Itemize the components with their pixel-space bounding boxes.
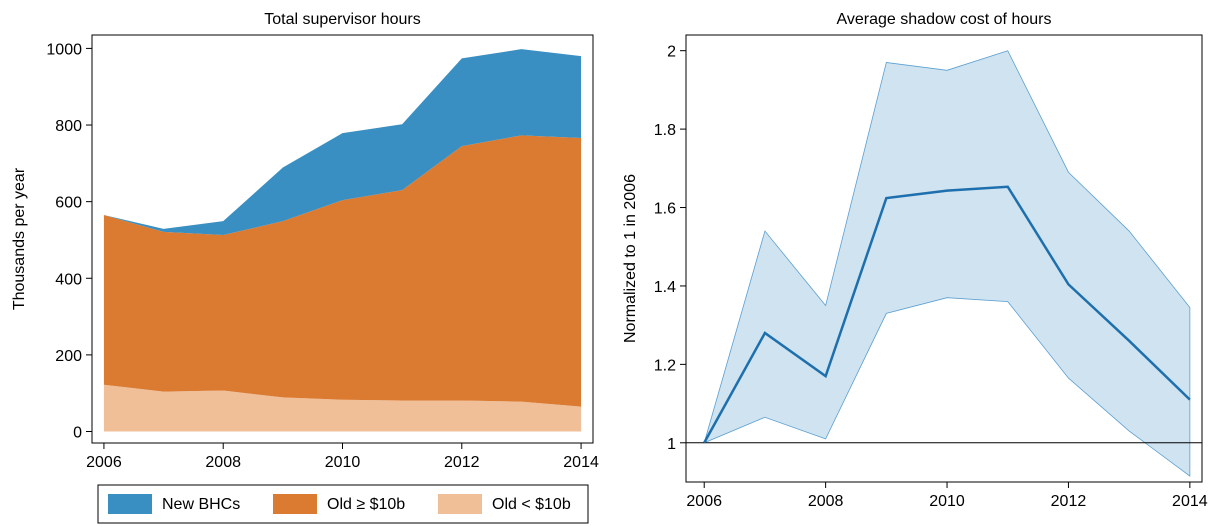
plot-frame xyxy=(685,34,1203,483)
y-tick-label: 2 xyxy=(667,44,676,61)
legend-label: Old ≥ $10b xyxy=(327,496,405,513)
y-tick-label: 1.6 xyxy=(654,201,676,218)
x-tick-label: 2008 xyxy=(808,493,844,510)
y-tick-label: 800 xyxy=(55,118,82,135)
x-tick-label: 2006 xyxy=(686,493,722,510)
legend-swatch xyxy=(108,494,152,514)
y-axis-title: Thousands per year xyxy=(11,167,28,310)
legend-swatch xyxy=(438,494,482,514)
x-tick-label: 2012 xyxy=(444,454,480,471)
legend-swatch xyxy=(273,494,317,514)
area xyxy=(103,384,582,432)
y-tick-label: 1 xyxy=(667,436,676,453)
x-tick-label: 2010 xyxy=(325,454,361,471)
chart-title: Average shadow cost of hours xyxy=(837,11,1052,28)
y-tick-label: 200 xyxy=(55,348,82,365)
x-tick-label: 2010 xyxy=(929,493,965,510)
y-tick-label: 1.4 xyxy=(654,279,676,296)
line xyxy=(703,185,1191,444)
confidence-band xyxy=(703,50,1191,477)
legend-label: Old < $10b xyxy=(492,496,571,513)
y-axis-title: Normalized to 1 in 2006 xyxy=(622,174,639,343)
legend-label: New BHCs xyxy=(162,496,240,513)
x-tick-label: 2006 xyxy=(86,454,122,471)
y-tick-label: 400 xyxy=(55,271,82,288)
x-tick-label: 2014 xyxy=(1172,493,1208,510)
x-tick-label: 2008 xyxy=(205,454,241,471)
y-tick-label: 0 xyxy=(73,425,82,442)
area xyxy=(103,49,582,235)
x-tick-label: 2014 xyxy=(563,454,599,471)
legend-box xyxy=(97,484,589,524)
chart-title: Total supervisor hours xyxy=(264,11,421,28)
y-tick-label: 1.8 xyxy=(654,122,676,139)
x-tick-label: 2012 xyxy=(1051,493,1087,510)
y-tick-label: 1000 xyxy=(46,41,82,58)
y-tick-label: 600 xyxy=(55,195,82,212)
y-tick-label: 1.2 xyxy=(654,357,676,374)
area xyxy=(103,135,582,407)
